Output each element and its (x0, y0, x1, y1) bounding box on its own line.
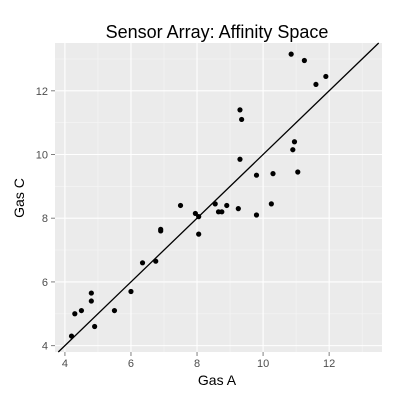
y-tick-label: 12 (36, 86, 48, 98)
data-point (139, 260, 146, 266)
y-tick-label: 10 (36, 149, 48, 161)
trend-line-group (57, 42, 380, 353)
data-point (111, 307, 118, 314)
data-point (88, 298, 94, 304)
data-point (268, 201, 274, 207)
x-tick-label: 8 (194, 358, 200, 370)
x-axis-title: Gas A (198, 372, 237, 388)
data-point (295, 169, 301, 175)
x-tick-label: 4 (62, 358, 68, 370)
data-point (239, 116, 245, 123)
data-point (224, 202, 230, 209)
data-point (301, 57, 307, 64)
data-point (270, 171, 276, 177)
y-tick-label: 4 (42, 341, 48, 353)
data-point (219, 209, 225, 215)
y-tick-label: 6 (42, 277, 48, 289)
data-point (158, 226, 164, 232)
data-point (237, 107, 243, 113)
y-axis-title: Gas C (11, 178, 27, 218)
x-tick-label: 6 (128, 358, 134, 370)
data-point (288, 51, 294, 57)
chart-title: Sensor Array: Affinity Space (106, 22, 329, 42)
data-point (72, 311, 78, 317)
data-point (78, 307, 85, 314)
x-tick-label: 10 (257, 358, 269, 370)
x-axis-ticks: 4 6 8 10 12 (62, 352, 335, 370)
data-point (177, 202, 184, 209)
data-point (323, 73, 329, 80)
data-point (313, 81, 319, 88)
data-point (291, 139, 298, 145)
trend-line (57, 42, 380, 353)
grid-lines (55, 43, 382, 352)
data-point (235, 206, 241, 212)
data-point (192, 210, 198, 217)
data-point (128, 288, 134, 295)
data-point (92, 323, 98, 330)
data-point (237, 156, 243, 162)
data-point (88, 290, 94, 296)
data-point (290, 147, 296, 153)
x-tick-label: 12 (323, 358, 335, 370)
data-point (253, 212, 260, 218)
y-axis-ticks: 4 6 8 10 12 (36, 86, 55, 353)
data-point (196, 231, 202, 237)
data-point (253, 172, 260, 178)
y-tick-label: 8 (42, 213, 48, 225)
